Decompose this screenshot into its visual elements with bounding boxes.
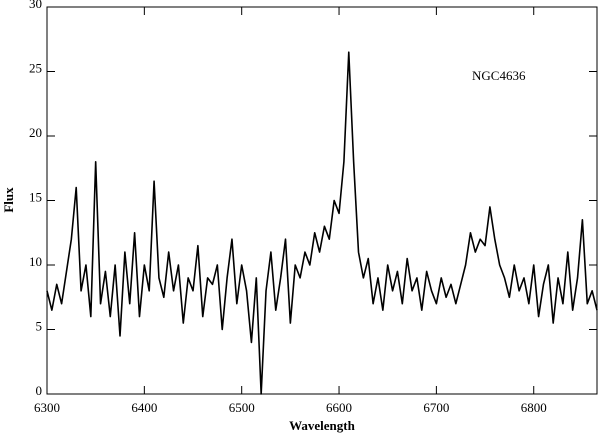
y-tick-label: 20 — [29, 125, 42, 140]
y-axis-label: Flux — [1, 187, 16, 213]
x-axis-label: Wavelength — [289, 418, 355, 433]
plot-frame — [46, 6, 598, 395]
y-tick-label: 25 — [29, 60, 42, 75]
annotation: NGC4636 — [472, 68, 526, 83]
y-tick-label: 30 — [29, 0, 42, 11]
x-tick-label: 6300 — [34, 400, 60, 415]
spectrum-line — [46, 51, 598, 395]
x-tick-label: 6800 — [521, 400, 547, 415]
y-tick-label: 15 — [29, 189, 42, 204]
x-tick-label: 6600 — [326, 400, 352, 415]
y-tick-label: 10 — [29, 254, 42, 269]
y-tick-label: 5 — [36, 318, 43, 333]
x-tick-label: 6400 — [131, 400, 157, 415]
x-tick-label: 6500 — [229, 400, 255, 415]
y-tick-label: 0 — [36, 383, 43, 398]
x-tick-label: 6700 — [423, 400, 449, 415]
